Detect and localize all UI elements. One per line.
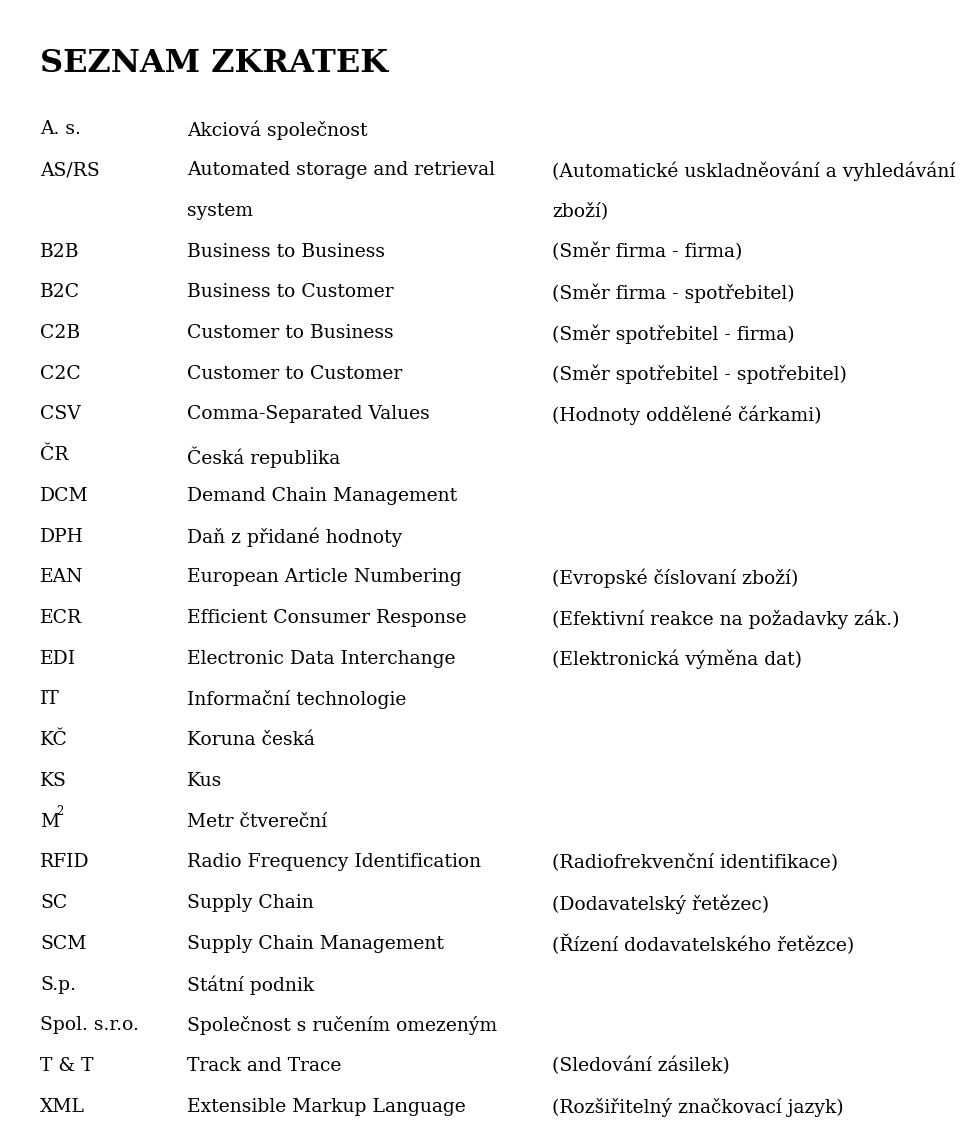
Text: (Radiofrekvenční identifikace): (Radiofrekvenční identifikace) (552, 853, 838, 872)
Text: European Article Numbering: European Article Numbering (187, 568, 462, 586)
Text: EAN: EAN (40, 568, 84, 586)
Text: ECR: ECR (40, 609, 83, 627)
Text: IT: IT (40, 690, 60, 709)
Text: SCM: SCM (40, 935, 86, 953)
Text: Automated storage and retrieval: Automated storage and retrieval (187, 161, 495, 179)
Text: (Dodavatelský řetězec): (Dodavatelský řetězec) (552, 894, 769, 914)
Text: Společnost s ručením omezeným: Společnost s ručením omezeným (187, 1016, 497, 1036)
Text: Koruna česká: Koruna česká (187, 731, 315, 749)
Text: EDI: EDI (40, 649, 77, 668)
Text: Česká republika: Česká republika (187, 446, 341, 468)
Text: SEZNAM ZKRATEK: SEZNAM ZKRATEK (40, 48, 389, 79)
Text: Metr čtvereční: Metr čtvereční (187, 812, 327, 830)
Text: system: system (187, 202, 253, 220)
Text: B2C: B2C (40, 283, 81, 302)
Text: SC: SC (40, 894, 67, 912)
Text: B2B: B2B (40, 242, 80, 260)
Text: CSV: CSV (40, 405, 81, 423)
Text: (Efektivní reakce na požadavky zák.): (Efektivní reakce na požadavky zák.) (552, 609, 900, 629)
Text: (Evropské číslovaní zboží): (Evropské číslovaní zboží) (552, 568, 799, 588)
Text: (Řízení dodavatelského řetězce): (Řízení dodavatelského řetězce) (552, 935, 854, 955)
Text: (Směr firma - firma): (Směr firma - firma) (552, 242, 742, 262)
Text: DPH: DPH (40, 528, 84, 546)
Text: (Automatické uskladněování a vyhledávání: (Automatické uskladněování a vyhledávání (552, 161, 955, 181)
Text: Demand Chain Management: Demand Chain Management (187, 486, 457, 505)
Text: S.p.: S.p. (40, 975, 76, 993)
Text: RFID: RFID (40, 853, 90, 872)
Text: Státní podnik: Státní podnik (187, 975, 314, 996)
Text: Supply Chain Management: Supply Chain Management (187, 935, 444, 953)
Text: Informační technologie: Informační technologie (187, 690, 407, 710)
Text: Extensible Markup Language: Extensible Markup Language (187, 1098, 466, 1116)
Text: zboží): zboží) (552, 202, 609, 220)
Text: ČR: ČR (40, 446, 69, 465)
Text: M: M (40, 812, 60, 830)
Text: Electronic Data Interchange: Electronic Data Interchange (187, 649, 456, 668)
Text: Spol. s.r.o.: Spol. s.r.o. (40, 1016, 139, 1035)
Text: Daň z přidané hodnoty: Daň z přidané hodnoty (187, 528, 402, 547)
Text: KČ: KČ (40, 731, 68, 749)
Text: (Směr firma - spotřebitel): (Směr firma - spotřebitel) (552, 283, 795, 303)
Text: Track and Trace: Track and Trace (187, 1056, 342, 1075)
Text: (Elektronická výměna dat): (Elektronická výměna dat) (552, 649, 802, 670)
Text: 2: 2 (57, 804, 64, 818)
Text: Customer to Business: Customer to Business (187, 323, 394, 342)
Text: AS/RS: AS/RS (40, 161, 100, 179)
Text: C2C: C2C (40, 365, 81, 383)
Text: Akciová společnost: Akciová společnost (187, 120, 368, 140)
Text: Efficient Consumer Response: Efficient Consumer Response (187, 609, 467, 627)
Text: (Směr spotřebitel - spotřebitel): (Směr spotřebitel - spotřebitel) (552, 365, 847, 384)
Text: C2B: C2B (40, 323, 81, 342)
Text: T & T: T & T (40, 1056, 94, 1075)
Text: Radio Frequency Identification: Radio Frequency Identification (187, 853, 481, 872)
Text: XML: XML (40, 1098, 85, 1116)
Text: DCM: DCM (40, 486, 89, 505)
Text: Supply Chain: Supply Chain (187, 894, 314, 912)
Text: Comma-Separated Values: Comma-Separated Values (187, 405, 430, 423)
Text: Kus: Kus (187, 772, 223, 790)
Text: (Hodnoty oddělené čárkami): (Hodnoty oddělené čárkami) (552, 405, 822, 426)
Text: Business to Business: Business to Business (187, 242, 385, 260)
Text: KS: KS (40, 772, 67, 790)
Text: (Rozšiřitelný značkovací jazyk): (Rozšiřitelný značkovací jazyk) (552, 1098, 844, 1117)
Text: (Směr spotřebitel - firma): (Směr spotřebitel - firma) (552, 323, 795, 344)
Text: Business to Customer: Business to Customer (187, 283, 394, 302)
Text: A. s.: A. s. (40, 120, 82, 139)
Text: (Sledování zásilek): (Sledování zásilek) (552, 1056, 730, 1076)
Text: Customer to Customer: Customer to Customer (187, 365, 402, 383)
